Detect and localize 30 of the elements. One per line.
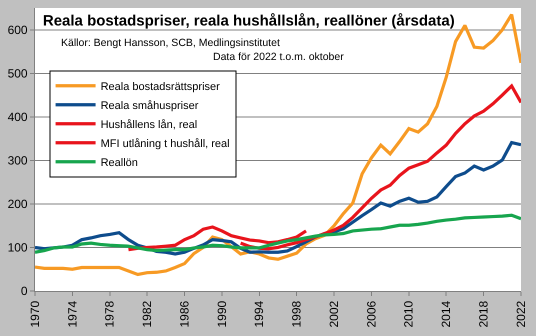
y-tick-label: 0	[20, 284, 28, 298]
x-tick-label: 1970	[28, 300, 42, 328]
legend-label: MFI utlåning t hushåll, real	[100, 138, 230, 150]
chart-title: Reala bostadspriser, reala hushållslån, reallöner (årsdata)	[42, 12, 455, 30]
x-tick-label: 2014	[439, 300, 454, 328]
x-tick-label: 2006	[364, 300, 378, 328]
y-tick-label: 300	[8, 154, 28, 168]
x-tick-label: 1978	[102, 300, 117, 328]
line-series	[239, 84, 521, 250]
y-tick-label: 500	[8, 66, 28, 81]
x-tick-label: 1998	[290, 300, 304, 328]
y-tick-label: 100	[8, 240, 28, 255]
legend-label: Reallön	[100, 157, 138, 170]
legend-label: Reala bostadsrättspriser	[100, 81, 220, 94]
legend-label: Hushållens lån, real	[100, 119, 198, 132]
x-tick-label: 1994	[252, 300, 266, 328]
x-tick-label: 1982	[140, 300, 154, 328]
annotation: Källor: Bengt Hansson, SCB, Medlingsinstitutet	[61, 37, 280, 49]
x-tick-label: 2010	[402, 300, 416, 328]
x-tick-label: 2022	[514, 300, 528, 328]
y-tick-label: 400	[8, 110, 28, 124]
x-tick-label: 2018	[476, 300, 491, 328]
x-tick-label: 2002	[326, 300, 341, 328]
y-tick-label: 600	[8, 22, 28, 37]
x-tick-label: 1986	[177, 300, 192, 328]
y-tick-label: 200	[8, 197, 28, 212]
x-tick-label: 1974	[65, 300, 80, 328]
annotation: Data för 2022 t.o.m. oktober	[213, 51, 344, 63]
x-tick-label: 1990	[214, 300, 229, 328]
legend-label: Reala småhuspriser	[100, 100, 199, 112]
